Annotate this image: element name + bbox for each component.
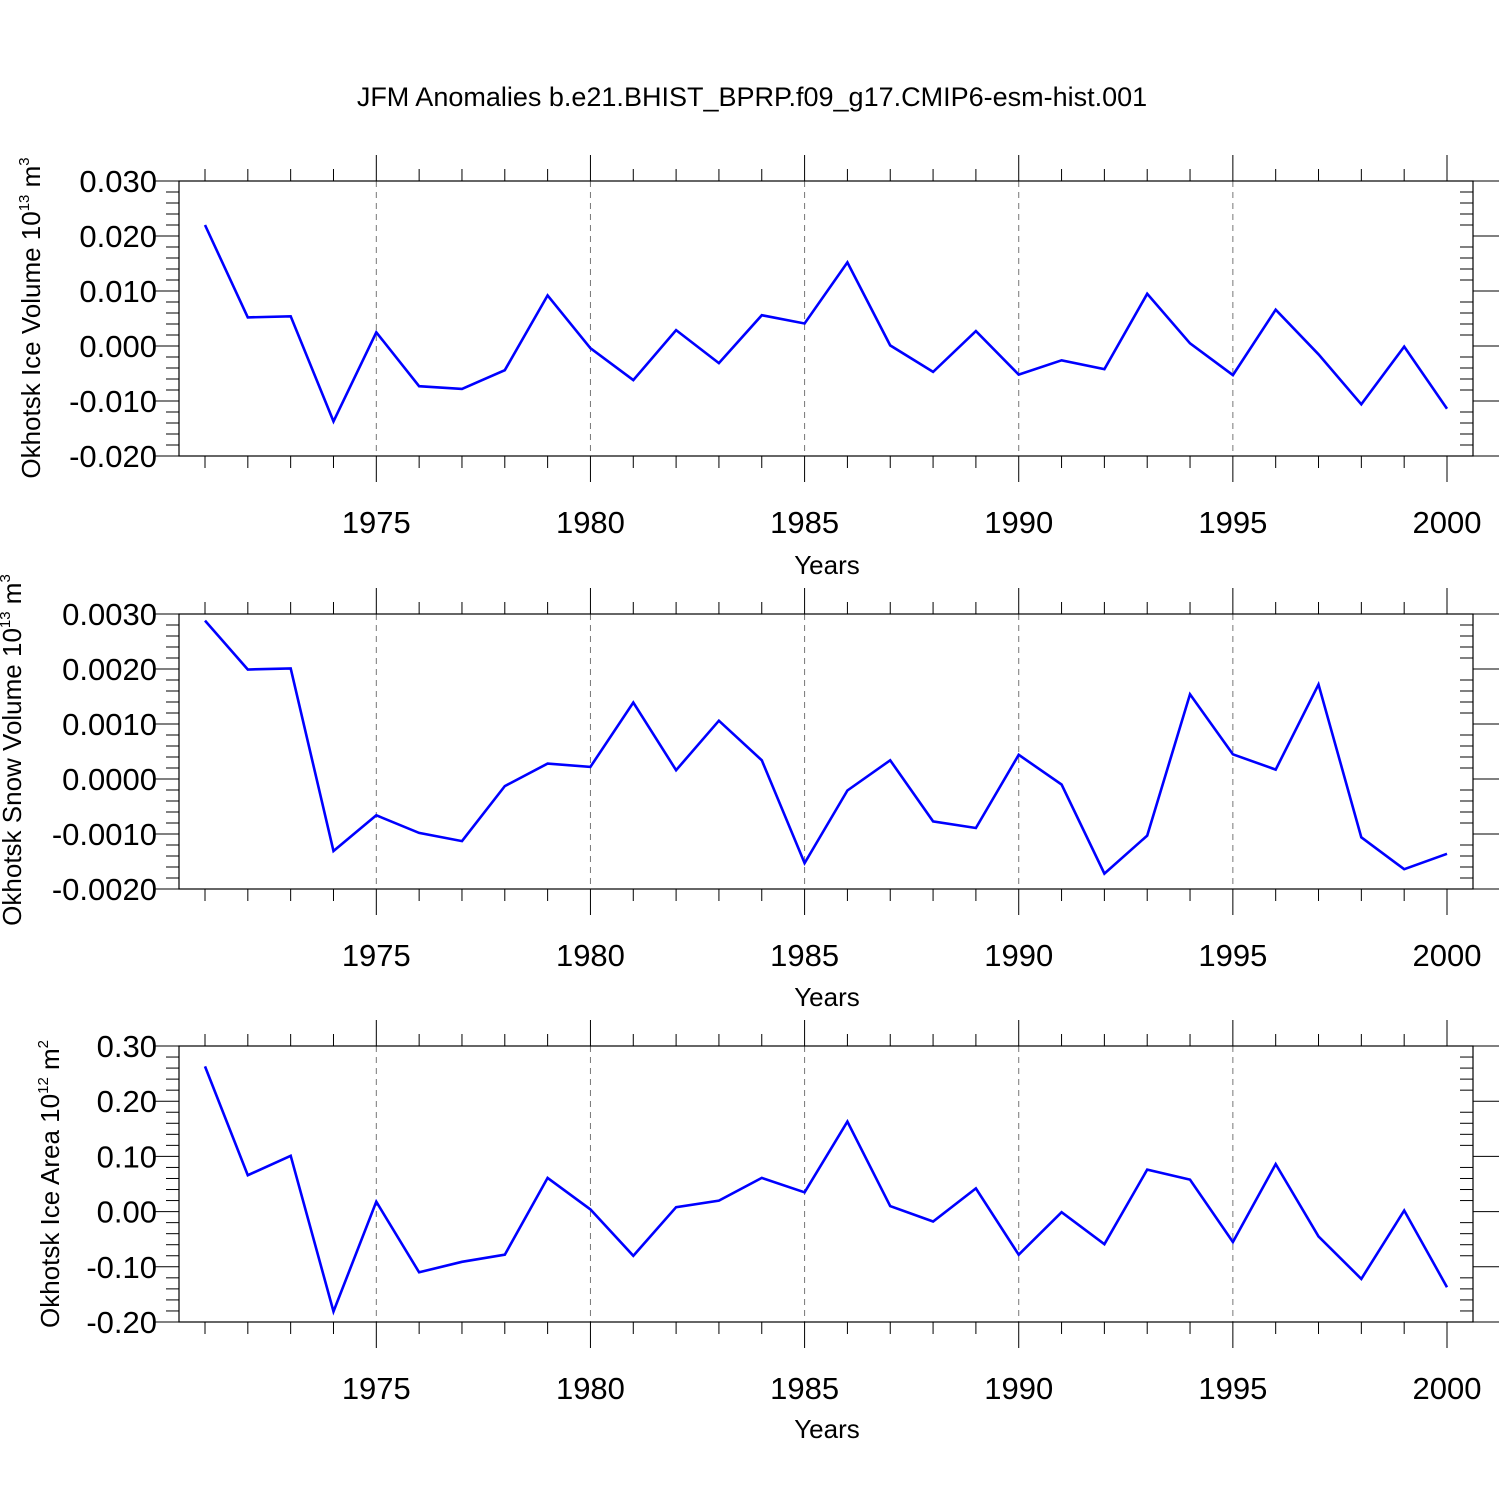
x-axis-label: Years xyxy=(794,1414,860,1444)
panel-ice-area: 1975 1980 1985 1990 1995 2000 -0.20 -0.10 0.00 0.… xyxy=(35,1020,1499,1444)
y-tick-label: -0.020 xyxy=(69,439,157,474)
y-tick-label: 0.0010 xyxy=(62,707,157,742)
y-tick-label: -0.010 xyxy=(69,384,157,419)
plot-frame xyxy=(178,180,1474,457)
x-tick-label: 1995 xyxy=(1198,1371,1267,1406)
x-tick-label: 2000 xyxy=(1413,1371,1482,1406)
x-tick-label: 1975 xyxy=(342,938,411,973)
x-tick-label: 1975 xyxy=(342,505,411,540)
figure-title: JFM Anomalies b.e21.BHIST_BPRP.f09_g17.C… xyxy=(357,82,1147,112)
y-tick-label: 0.030 xyxy=(79,164,157,199)
series-line xyxy=(203,224,1449,425)
y-tick-label: 0.00 xyxy=(97,1195,157,1230)
x-tick-label: 1990 xyxy=(984,938,1053,973)
series-line xyxy=(204,619,1448,876)
y-tick-label: 0.0030 xyxy=(62,597,157,632)
x-tick-label: 1995 xyxy=(1198,938,1267,973)
x-tick-label: 1995 xyxy=(1198,505,1267,540)
y-tick-label: 0.0020 xyxy=(62,652,157,687)
y-tick-label: -0.0010 xyxy=(52,817,157,852)
y-tick-label: 0.20 xyxy=(97,1084,157,1119)
series-line xyxy=(203,1065,1449,1316)
x-axis-label: Years xyxy=(794,982,860,1012)
x-tick-label: 2000 xyxy=(1413,505,1482,540)
x-tick-label: 1980 xyxy=(556,938,625,973)
y-axis-label: Okhotsk Snow Volume 1013 m3 xyxy=(0,574,27,926)
x-tick-label: 1985 xyxy=(770,938,839,973)
y-tick-label: 0.020 xyxy=(79,219,157,254)
x-tick-label: 1980 xyxy=(556,505,625,540)
y-tick-label: -0.10 xyxy=(86,1250,157,1285)
x-tick-label: 1980 xyxy=(556,1371,625,1406)
y-tick-label: 0.10 xyxy=(97,1139,157,1174)
x-tick-label: 2000 xyxy=(1413,938,1482,973)
x-tick-label: 1975 xyxy=(342,1371,411,1406)
x-tick-label: 1985 xyxy=(770,505,839,540)
panel-ice-volume: 1975 1980 1985 1990 1995 2000 -0.020 -0.010 0.00… xyxy=(16,155,1499,580)
x-tick-label: 1985 xyxy=(770,1371,839,1406)
y-axis-label: Okhotsk Ice Volume 1013 m3 xyxy=(16,157,46,478)
plot-frame xyxy=(178,613,1474,890)
x-tick-label: 1990 xyxy=(984,505,1053,540)
y-axis-label: Okhotsk Ice Area 1012 m2 xyxy=(35,1040,65,1328)
x-axis-label: Years xyxy=(794,550,860,580)
y-tick-label: 0.0000 xyxy=(62,762,157,797)
plot-frame xyxy=(178,1045,1474,1323)
panel-snow-volume: 1975 1980 1985 1990 1995 2000 -0.0020 -0.0010 0.… xyxy=(0,574,1499,1012)
y-tick-label: -0.0020 xyxy=(52,872,157,907)
x-tick-label: 1990 xyxy=(984,1371,1053,1406)
y-tick-label: 0.010 xyxy=(79,274,157,309)
y-tick-label: -0.20 xyxy=(86,1305,157,1340)
y-tick-label: 0.30 xyxy=(97,1029,157,1064)
y-tick-label: 0.000 xyxy=(79,329,157,364)
